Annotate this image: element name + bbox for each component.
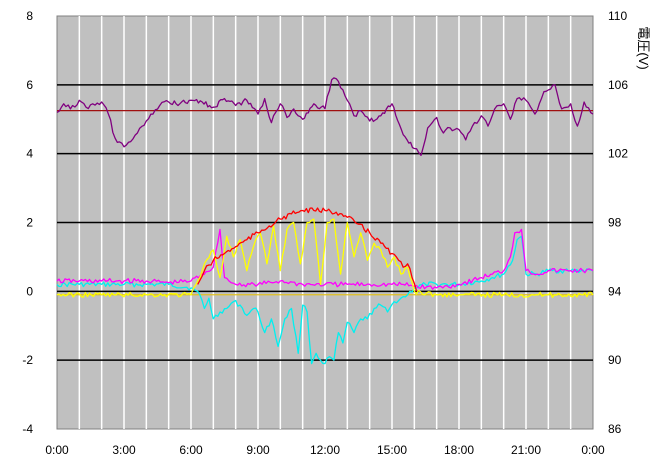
x-tick-label: 0:00 [581, 443, 605, 457]
series-line-3 [56, 218, 594, 298]
series-line-1 [56, 235, 594, 365]
x-tick-label: 6:00 [179, 443, 203, 457]
y2-tick-label: 102 [608, 147, 628, 161]
grid-lines [57, 16, 593, 429]
x-tick-label: 12:00 [310, 443, 340, 457]
x-axis-ticks: 0:00 3:00 6:00 9:00 12:00 15:00 18:00 21:00 0:00 [45, 443, 605, 457]
series-line-5 [56, 77, 594, 157]
series-line-4 [197, 207, 418, 292]
series-line-2 [56, 228, 594, 290]
y2-tick-label: 106 [608, 78, 628, 92]
y-tick-label: -4 [22, 422, 33, 436]
x-tick-label: 9:00 [246, 443, 270, 457]
left-axis-ticks: -4 -2 0 2 4 6 8 [22, 9, 33, 436]
y-tick-label: 2 [26, 216, 33, 230]
y-tick-label: 8 [26, 9, 33, 23]
right-axis-ticks: 86 90 94 98 102 106 110 [608, 9, 628, 436]
x-tick-label: 15:00 [377, 443, 407, 457]
y2-tick-label: 110 [608, 9, 627, 23]
y2-tick-label: 94 [608, 284, 622, 298]
x-tick-label: 3:00 [112, 443, 136, 457]
y-tick-label: 0 [26, 284, 33, 298]
x-tick-label: 0:00 [45, 443, 69, 457]
y-tick-label: -2 [22, 353, 33, 367]
y-tick-label: 4 [26, 147, 33, 161]
x-tick-label: 18:00 [444, 443, 474, 457]
right-axis-label: 電圧(V) [636, 26, 650, 69]
y2-tick-label: 90 [608, 353, 622, 367]
y2-tick-label: 98 [608, 216, 622, 230]
y-tick-label: 6 [26, 78, 33, 92]
series-group [56, 77, 594, 365]
y2-tick-label: 86 [608, 422, 622, 436]
x-tick-label: 21:00 [511, 443, 541, 457]
